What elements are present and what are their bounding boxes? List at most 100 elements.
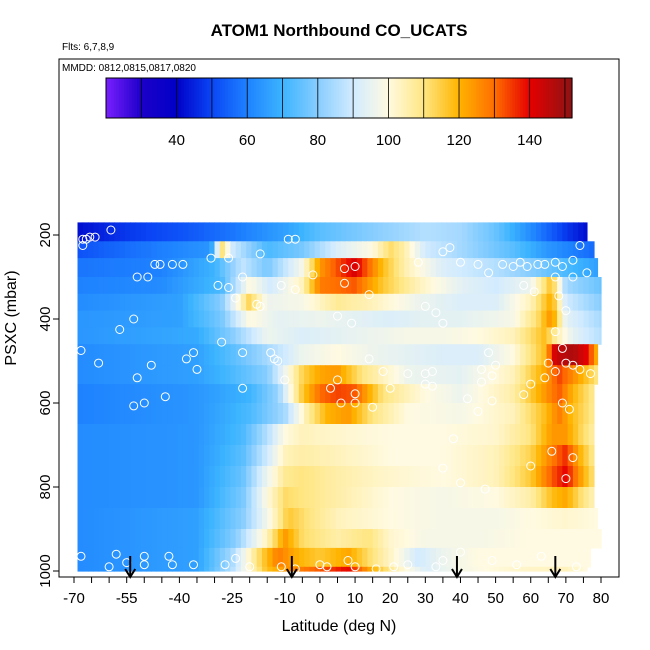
heatmap-cell <box>398 327 405 345</box>
heatmap-cell <box>325 487 332 509</box>
heatmap-cell <box>309 529 316 549</box>
heatmap-cell <box>578 241 585 259</box>
heatmap-cell <box>182 529 189 549</box>
heatmap-cell <box>219 403 226 425</box>
heatmap-cell <box>341 547 347 568</box>
heatmap-cell <box>588 365 595 385</box>
sample-point <box>115 325 125 334</box>
heatmap-cell <box>335 445 342 467</box>
heatmap-cell <box>151 258 158 278</box>
heatmap-cell <box>414 466 421 488</box>
heatmap-cell <box>135 222 142 242</box>
heatmap-cell <box>435 293 442 312</box>
heatmap-cell <box>546 222 553 242</box>
colorbar-swatch <box>408 78 413 118</box>
colorbar-swatch <box>328 78 332 118</box>
colorbar-swatch <box>269 78 273 118</box>
heatmap-cell <box>82 222 89 242</box>
heatmap-cell <box>425 487 432 509</box>
heatmap-cell <box>240 384 247 404</box>
heatmap-cell <box>383 344 390 366</box>
heatmap-cell <box>319 344 326 366</box>
heatmap-cell <box>572 445 579 467</box>
heatmap-cell <box>225 241 231 259</box>
colorbar-swatch <box>196 78 200 118</box>
heatmap-cell <box>562 327 569 345</box>
heatmap-cell <box>536 222 542 242</box>
heatmap-cell <box>372 384 379 404</box>
colorbar-swatch <box>297 78 301 118</box>
heatmap-cell <box>578 508 585 530</box>
heatmap-cell <box>114 222 121 242</box>
heatmap-cell <box>119 327 126 345</box>
colorbar-swatch <box>553 78 558 118</box>
heatmap-cell <box>520 293 527 312</box>
heatmap-cell <box>203 258 210 278</box>
heatmap-cell <box>82 327 89 345</box>
heatmap-cell <box>172 547 179 568</box>
x-tick-label: -40 <box>169 590 191 607</box>
heatmap-cell <box>182 566 189 572</box>
heatmap-cell <box>167 508 173 530</box>
heatmap-cell <box>298 424 305 446</box>
heatmap-cell <box>383 424 390 446</box>
heatmap-cell <box>472 403 479 425</box>
heatmap-cell <box>504 365 511 385</box>
heatmap-cell <box>393 365 400 385</box>
heatmap-cell <box>261 487 268 509</box>
heatmap-cell <box>240 403 247 425</box>
heatmap-cell <box>414 384 421 404</box>
heatmap-cell <box>261 384 268 404</box>
sample-point <box>420 301 430 311</box>
heatmap-layer <box>77 222 588 242</box>
heatmap-cell <box>319 310 326 328</box>
heatmap-cell <box>277 487 284 509</box>
heatmap-cell <box>309 277 316 295</box>
heatmap-cell <box>351 277 358 295</box>
heatmap-cell <box>114 403 121 425</box>
heatmap-cell <box>409 424 416 446</box>
heatmap-cell <box>240 487 247 509</box>
x-tick-label: 10 <box>347 590 364 607</box>
heatmap-cell <box>583 222 588 242</box>
heatmap-cell <box>103 277 110 295</box>
heatmap-cell <box>420 445 426 467</box>
heatmap-cell <box>272 327 279 345</box>
colorbar-swatch <box>253 78 257 118</box>
heatmap-cell <box>514 508 521 530</box>
heatmap-cell <box>567 344 574 366</box>
heatmap-cell <box>551 222 558 242</box>
heatmap-cell <box>146 566 152 572</box>
sample-point <box>543 358 553 368</box>
heatmap-cell <box>372 547 379 568</box>
heatmap-cell <box>114 384 121 404</box>
heatmap-cell <box>203 566 210 572</box>
colorbar-swatch <box>351 78 356 118</box>
heatmap-cell <box>441 365 448 385</box>
colorbar-swatch <box>108 78 112 118</box>
heatmap-cell <box>98 277 105 295</box>
heatmap-cell <box>546 277 553 295</box>
colorbar-swatch <box>414 78 418 118</box>
heatmap-cell <box>203 277 210 295</box>
heatmap-cell <box>525 222 532 242</box>
heatmap-cell <box>472 445 479 467</box>
heatmap-cell <box>251 566 258 572</box>
colorbar-swatch <box>157 78 161 118</box>
heatmap-cell <box>88 384 94 404</box>
sample-point <box>445 243 455 253</box>
heatmap-layer <box>77 466 595 488</box>
heatmap-cell <box>346 445 353 467</box>
heatmap-cell <box>451 293 458 312</box>
heatmap-cell <box>441 487 448 509</box>
heatmap-cell <box>272 466 279 488</box>
colorbar-tick-label: 100 <box>376 132 401 149</box>
heatmap-cell <box>362 487 368 509</box>
heatmap-cell <box>572 241 579 259</box>
heatmap-cell <box>325 529 332 549</box>
heatmap-cell <box>188 384 195 404</box>
heatmap-cell <box>230 424 237 446</box>
heatmap-cell <box>109 529 115 549</box>
heatmap-cell <box>319 566 326 572</box>
heatmap-cell <box>114 466 121 488</box>
